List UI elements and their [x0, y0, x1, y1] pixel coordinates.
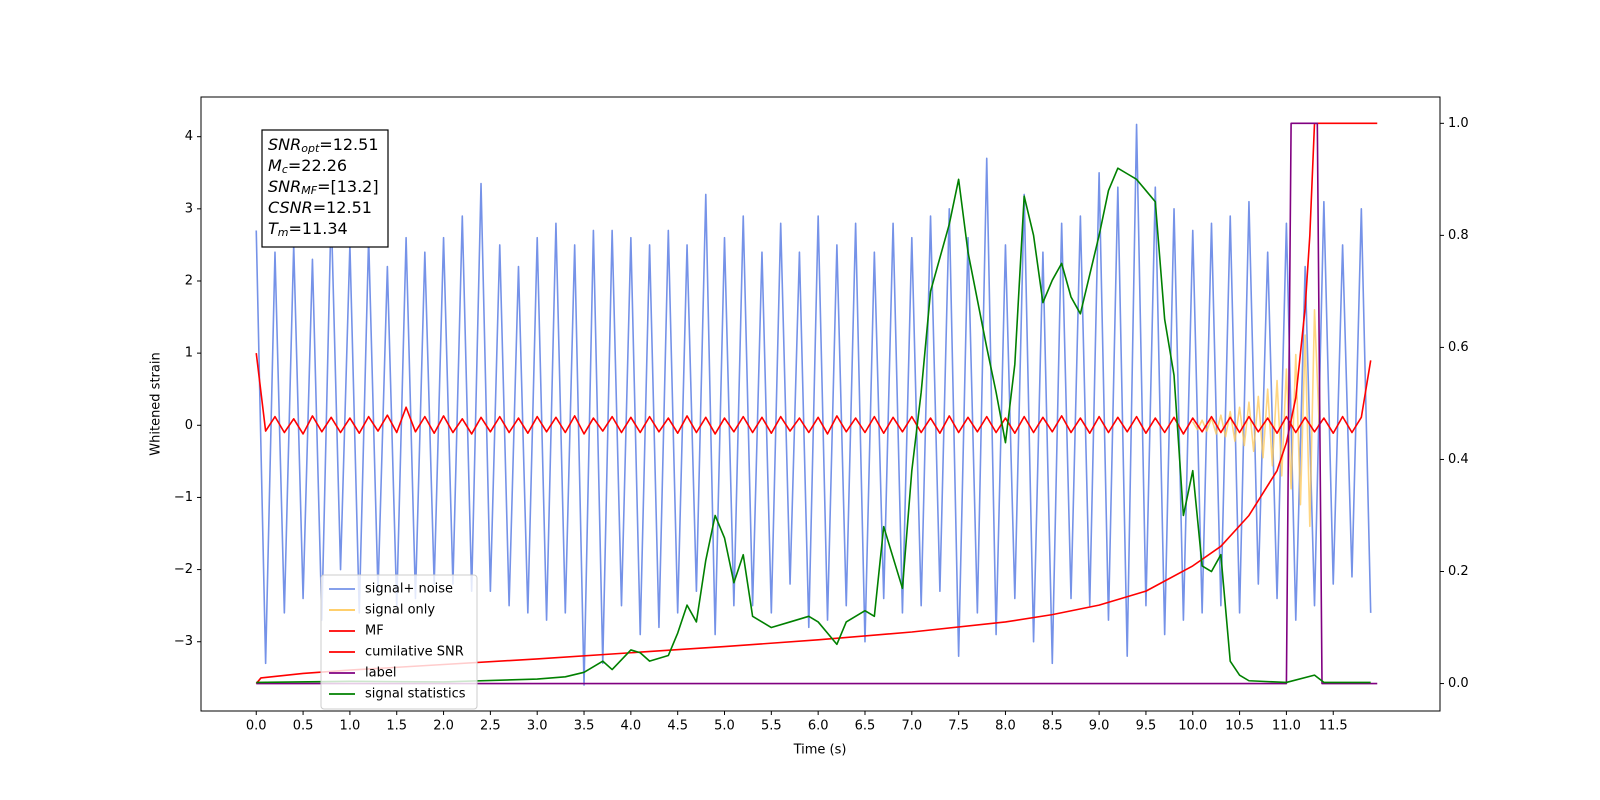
x-tick-label: 6.0 [808, 719, 829, 734]
x-tick-label: 10.5 [1225, 719, 1254, 734]
series-line [255, 353, 1372, 435]
x-tick-label: 2.5 [480, 719, 501, 734]
y2-tick-label: 0.0 [1448, 676, 1469, 691]
y-tick-label: 1 [185, 346, 193, 361]
legend-box [320, 574, 478, 710]
x-tick-label: 7.5 [948, 719, 969, 734]
annotation: CSNR=12.51 [268, 198, 372, 217]
annotation-sub: m [278, 226, 289, 239]
legend-label: label [365, 666, 396, 681]
y2-tick-label: 0.2 [1448, 564, 1469, 579]
x-tick-label: 11.0 [1272, 719, 1301, 734]
series-line [255, 123, 1372, 686]
x-tick-label: 4.5 [667, 719, 688, 734]
x-tick-label: 10.0 [1178, 719, 1207, 734]
x-tick-label: 5.0 [714, 719, 735, 734]
x-tick-label: 6.5 [855, 719, 876, 734]
y-axis-label: Whitened strain [149, 352, 164, 455]
annotation: Tm=11.34 [268, 219, 348, 240]
y-tick-label: −1 [174, 490, 193, 505]
y-tick-label: 0 [185, 418, 193, 433]
y2-tick-label: 0.8 [1448, 228, 1469, 243]
x-tick-label: 8.0 [995, 719, 1016, 734]
x-tick-label: 8.5 [1042, 719, 1063, 734]
annotation-base: M [268, 156, 282, 175]
x-tick-label: 9.5 [1136, 719, 1157, 734]
y-tick-label: −3 [174, 634, 193, 649]
y-tick-label: 4 [185, 129, 193, 144]
annotation-text: =12.51 [313, 198, 372, 217]
annotation-box [261, 129, 389, 248]
annotation: Mc=22.26 [268, 156, 347, 177]
x-tick-label: 1.5 [386, 719, 407, 734]
annotation-base: SNR [268, 135, 301, 154]
annotation-base: CSNR [268, 198, 313, 217]
series-line [256, 122, 1378, 685]
x-tick-label: 7.0 [901, 719, 922, 734]
annotation-sub: MF [301, 184, 317, 197]
x-tick-label: 4.0 [621, 719, 642, 734]
annotation-sub: opt [301, 142, 320, 155]
y-tick-label: 2 [185, 273, 193, 288]
x-tick-label: 3.5 [574, 719, 595, 734]
annotation-base: SNR [268, 177, 301, 196]
legend-label: cumilative SNR [365, 645, 464, 660]
x-tick-label: 5.5 [761, 719, 782, 734]
legend-label: MF [365, 624, 384, 639]
x-tick-label: 1.0 [340, 719, 361, 734]
annotation-text: =22.26 [288, 156, 347, 175]
annotation-base: T [268, 219, 279, 238]
x-tick-label: 0.5 [293, 719, 314, 734]
x-tick-label: 3.0 [527, 719, 548, 734]
annotation-text: =11.34 [289, 219, 348, 238]
x-tick-label: 2.0 [433, 719, 454, 734]
y2-tick-label: 1.0 [1448, 116, 1469, 131]
legend-label: signal only [365, 603, 435, 618]
legend-label: signal+ noise [365, 582, 453, 597]
x-tick-label: 11.5 [1319, 719, 1348, 734]
series-line [256, 167, 1371, 684]
plot-frame [200, 96, 1441, 712]
y2-tick-label: 0.6 [1448, 340, 1469, 355]
legend-label: signal statistics [365, 687, 466, 702]
annotation: SNRMF=[13.2] [268, 177, 379, 198]
x-axis-label: Time (s) [793, 743, 847, 758]
x-tick-label: 0.0 [246, 719, 267, 734]
annotation-sub: c [282, 163, 288, 176]
y-tick-label: −2 [174, 562, 193, 577]
annotation-text: =[13.2] [317, 177, 379, 196]
x-tick-label: 9.0 [1089, 719, 1110, 734]
annotation: SNRopt=12.51 [268, 135, 379, 156]
y-tick-label: 3 [185, 201, 193, 216]
annotation-text: =12.51 [319, 135, 378, 154]
y2-tick-label: 0.4 [1448, 452, 1469, 467]
